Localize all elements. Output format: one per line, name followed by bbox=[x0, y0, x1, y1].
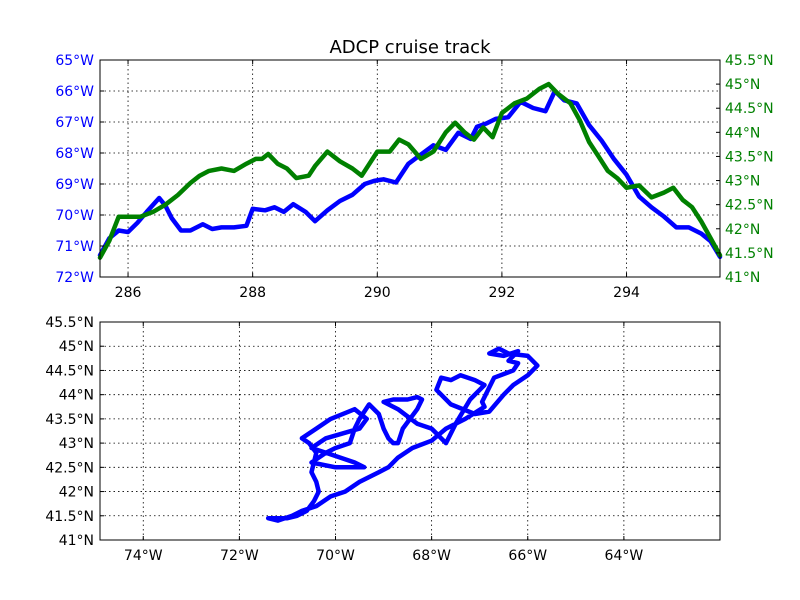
y-tick-label: 44.5°N bbox=[45, 363, 94, 379]
y-right-tick-label: 45.5°N bbox=[725, 53, 774, 69]
y-right-tick-label: 43.5°N bbox=[725, 149, 774, 165]
x-tick-label: 68°W bbox=[412, 548, 451, 564]
y-left-tick-label: 71°W bbox=[55, 239, 94, 255]
bottom-axes-frame bbox=[99, 321, 721, 541]
x-tick-label: 294 bbox=[613, 285, 640, 301]
x-tick-label: 66°W bbox=[508, 548, 547, 564]
latitude-series-line bbox=[97, 81, 723, 260]
y-right-tick-label: 41.5°N bbox=[725, 246, 774, 262]
y-tick-label: 44°N bbox=[59, 388, 94, 404]
bottom-panel-map-track: 74°W 72°W 70°W 68°W 66°W 64°W 45.5°N 45°N 44.5°N… bbox=[45, 315, 721, 564]
y-left-tick-label: 67°W bbox=[55, 115, 94, 131]
y-right-tick-label: 42°N bbox=[725, 222, 760, 238]
x-tick-label: 290 bbox=[364, 285, 391, 301]
x-tick-label: 74°W bbox=[124, 548, 163, 564]
y-left-tick-label: 68°W bbox=[55, 146, 94, 162]
chart-title: ADCP cruise track bbox=[329, 37, 491, 58]
x-tick-label: 64°W bbox=[605, 548, 644, 564]
x-tick-label: 288 bbox=[239, 285, 266, 301]
y-right-tick-label: 41°N bbox=[725, 270, 760, 286]
x-tick-label: 286 bbox=[115, 285, 142, 301]
y-tick-label: 42.5°N bbox=[45, 460, 94, 476]
y-tick-label: 45.5°N bbox=[45, 315, 94, 331]
y-left-tick-label: 66°W bbox=[55, 84, 94, 100]
top-panel-time-series: 286 288 290 292 294 65°W 66°W 67°W 68°W 69°W 70°W 7… bbox=[55, 53, 773, 301]
longitude-series-line bbox=[97, 88, 723, 260]
y-tick-label: 41.5°N bbox=[45, 509, 94, 525]
y-right-tick-label: 43°N bbox=[725, 174, 760, 190]
top-axes-frame bbox=[99, 59, 721, 278]
y-tick-label: 43°N bbox=[59, 436, 94, 452]
y-right-tick-label: 44.5°N bbox=[725, 101, 774, 117]
x-tick-label: 70°W bbox=[316, 548, 355, 564]
cruise-track-line bbox=[265, 346, 540, 523]
y-right-tick-label: 44°N bbox=[725, 125, 760, 141]
y-tick-label: 43.5°N bbox=[45, 412, 94, 428]
y-tick-label: 45°N bbox=[59, 339, 94, 355]
x-tick-label: 72°W bbox=[220, 548, 259, 564]
y-right-tick-label: 42.5°N bbox=[725, 198, 774, 214]
y-left-tick-label: 65°W bbox=[55, 53, 94, 69]
y-right-tick-label: 45°N bbox=[725, 77, 760, 93]
y-tick-label: 41°N bbox=[59, 533, 94, 549]
y-tick-label: 42°N bbox=[59, 485, 94, 501]
y-left-tick-label: 69°W bbox=[55, 177, 94, 193]
y-left-tick-label: 72°W bbox=[55, 270, 94, 286]
y-left-tick-label: 70°W bbox=[55, 208, 94, 224]
x-tick-label: 292 bbox=[489, 285, 516, 301]
